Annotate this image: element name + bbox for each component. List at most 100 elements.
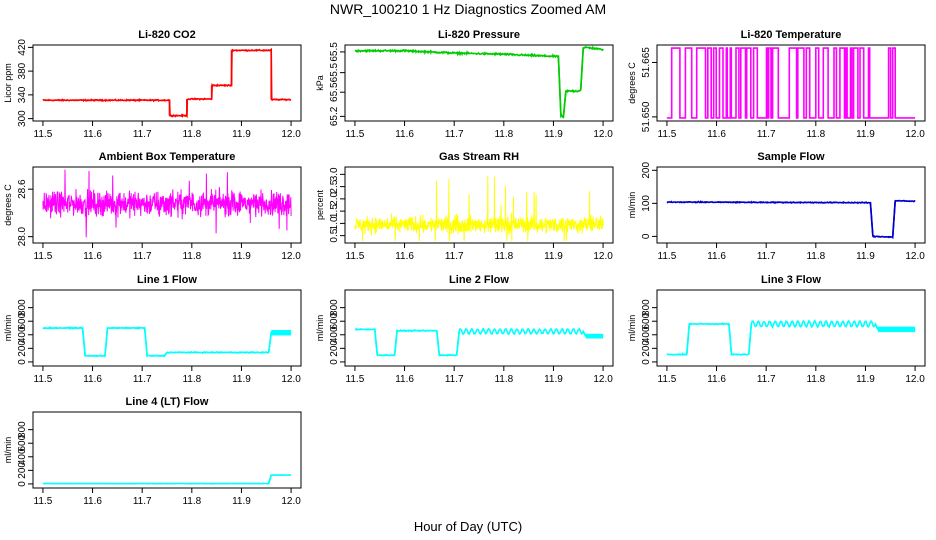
- chart-panel: Line 2 Flow 11.5 11.6 11.7 11.8 11.9 12.0 0 2004…: [315, 274, 614, 385]
- x-tick-label: 11.7: [445, 374, 464, 385]
- step-segment: [891, 200, 897, 238]
- panel-title: Gas Stream RH: [439, 151, 519, 163]
- y-axis-label: ml/min: [315, 315, 325, 342]
- x-tick-label: 11.6: [83, 374, 102, 385]
- x-tick-label: 11.5: [34, 251, 53, 262]
- chart-panel: Ambient Box Temperature 11.5 11.6 11.7 11.8 1…: [3, 151, 302, 262]
- y-tick-label: 800: [17, 299, 28, 316]
- x-tick-label: 11.9: [232, 374, 251, 385]
- y-tick-label: 200: [17, 462, 28, 479]
- x-tick-label: 11.9: [544, 129, 563, 140]
- chart-panel: Li-820 Temperature 11.5 11.6 11.7 11.8 11.9 12…: [627, 29, 926, 140]
- panel-title: Li-820 CO2: [138, 29, 195, 41]
- y-tick-label: 0: [641, 359, 652, 365]
- x-tick-label: 11.5: [346, 251, 365, 262]
- series: [354, 327, 604, 357]
- x-tick-label: 11.5: [34, 496, 53, 507]
- y-tick-label: 200: [17, 340, 28, 357]
- step-segment: [557, 56, 562, 116]
- series: [666, 47, 916, 119]
- x-tick-label: 12.0: [593, 129, 613, 140]
- step-segment: [874, 323, 879, 330]
- x-tick-label: 11.8: [182, 496, 201, 507]
- x-tick-label: 12.0: [905, 129, 925, 140]
- x-tick-label: 12.0: [593, 251, 613, 262]
- step-segment: [562, 90, 567, 118]
- x-tick-label: 11.5: [346, 374, 365, 385]
- y-tick-label: 0.5: [329, 228, 340, 242]
- step-segment: [748, 323, 753, 355]
- y-tick-label: 65.2: [329, 106, 340, 126]
- x-tick-label: 11.7: [445, 251, 464, 262]
- series: [666, 319, 916, 356]
- series: [42, 169, 292, 238]
- x-tick-label: 11.6: [707, 129, 726, 140]
- series-line: [42, 169, 292, 238]
- chart-panel: Sample Flow 11.5 11.6 11.7 11.8 11.9 12.0 0 100 2…: [627, 151, 926, 262]
- step-segment: [373, 329, 379, 356]
- y-tick-label: 800: [641, 299, 652, 316]
- series: [42, 47, 292, 119]
- y-tick-label: 1.0: [329, 216, 340, 230]
- figure-xlabel: Hour of Day (UTC): [414, 519, 522, 534]
- step-segment: [455, 331, 460, 356]
- chart-panel: Li-820 CO2 11.5 11.6 11.7 11.8 11.9 12.0 300 340…: [3, 29, 302, 140]
- y-tick-label: 1.5: [329, 204, 340, 218]
- x-tick-label: 11.8: [182, 251, 201, 262]
- plot-frame: [32, 411, 302, 489]
- y-tick-label: 100: [641, 195, 652, 212]
- series: [354, 176, 604, 242]
- plot-frame: [344, 44, 614, 122]
- y-tick-label: 300: [17, 110, 28, 127]
- panel-title: Li-820 Temperature: [741, 29, 842, 41]
- y-tick-label: 600: [329, 312, 340, 329]
- y-tick-label: 340: [17, 86, 28, 103]
- x-tick-label: 12.0: [905, 251, 925, 262]
- chart-panel: Li-820 Pressure 11.5 11.6 11.7 11.8 11.9 12.0 6…: [315, 29, 614, 140]
- y-axis-label: Licor ppm: [3, 63, 13, 103]
- y-tick-label: 28.0: [17, 226, 28, 246]
- x-tick-label: 11.9: [544, 374, 563, 385]
- series-line: [42, 47, 292, 119]
- x-tick-label: 11.9: [232, 496, 251, 507]
- x-tick-label: 11.5: [34, 374, 53, 385]
- x-tick-label: 11.6: [395, 374, 414, 385]
- series-line: [354, 327, 604, 357]
- y-axis-label: ml/min: [3, 315, 13, 342]
- step-segment: [685, 323, 691, 355]
- series-line: [354, 176, 604, 242]
- panel-title: Line 3 Flow: [761, 274, 821, 286]
- x-tick-label: 12.0: [905, 374, 925, 385]
- x-tick-label: 11.7: [133, 251, 152, 262]
- y-tick-label: 0: [641, 233, 652, 239]
- step-segment: [582, 46, 587, 50]
- y-axis-label: percent: [315, 189, 325, 220]
- x-tick-label: 11.6: [83, 496, 102, 507]
- step-segment: [267, 332, 273, 353]
- x-tick-label: 11.8: [494, 129, 513, 140]
- x-tick-label: 11.8: [182, 129, 201, 140]
- x-tick-label: 11.8: [806, 374, 825, 385]
- step-segment: [582, 331, 587, 337]
- series-line: [666, 319, 916, 356]
- chart-panel: Line 1 Flow 11.5 11.6 11.7 11.8 11.9 12.0 0 2004…: [3, 274, 302, 385]
- y-tick-label: 0: [17, 359, 28, 365]
- plot-frame: [656, 44, 926, 122]
- y-axis-label: degrees C: [627, 62, 637, 104]
- y-tick-label: 3.0: [329, 167, 340, 181]
- y-tick-label: 200: [641, 340, 652, 357]
- plot-frame: [32, 166, 302, 244]
- y-tick-label: 28.6: [17, 179, 28, 199]
- y-tick-label: 600: [17, 312, 28, 329]
- y-tick-label: 2.5: [329, 179, 340, 193]
- step-segment: [869, 202, 874, 237]
- y-tick-label: 800: [329, 299, 340, 316]
- step-segment: [577, 89, 582, 92]
- noise-band: [585, 333, 604, 339]
- series-line: [42, 474, 292, 485]
- y-tick-label: 200: [329, 340, 340, 357]
- x-tick-label: 11.8: [806, 129, 825, 140]
- chart-panels: Li-820 CO2 11.5 11.6 11.7 11.8 11.9 12.0 300 340…: [3, 29, 926, 507]
- x-tick-label: 12.0: [281, 251, 301, 262]
- series-line: [354, 45, 604, 119]
